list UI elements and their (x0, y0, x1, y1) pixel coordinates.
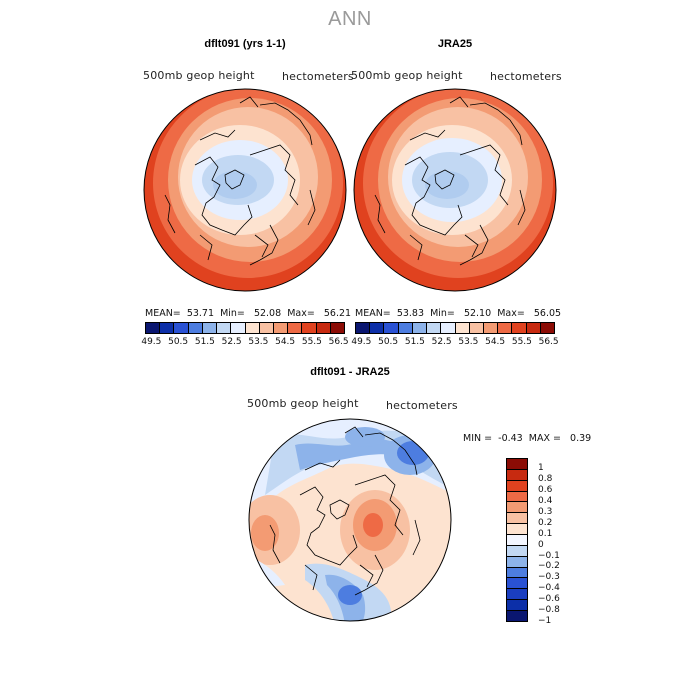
colorbar-swatch (507, 535, 527, 546)
colorbar-tick-label: 55.5 (301, 337, 322, 347)
colorbar-swatch (526, 323, 541, 333)
panel-3-units: hectometers (386, 399, 458, 412)
colorbar-swatch (217, 323, 232, 333)
colorbar-swatch (507, 556, 527, 568)
colorbar-tick-label: 53.5 (248, 337, 269, 347)
panel-2-title: JRA25 (437, 38, 473, 50)
colorbar-swatch (174, 323, 189, 333)
colorbar-swatch (507, 491, 527, 503)
panel-1-units: hectometers (282, 70, 354, 83)
colorbar-swatch (507, 611, 527, 621)
panel-1-variable: 500mb geop height (143, 69, 255, 82)
colorbar-swatch (507, 578, 527, 590)
panel-1-stats: MEAN= 53.71 Min= 52.08 Max= 56.21 (145, 308, 352, 319)
colorbar-swatch (384, 323, 399, 333)
colorbar-swatch (483, 323, 499, 333)
colorbar-tick-label: 49.5 (141, 337, 162, 347)
panel-2-colorbar (355, 322, 555, 334)
colorbar-tick-label: 0.6 (538, 484, 553, 495)
figure-title: ANN (328, 8, 372, 30)
colorbar-tick-label: 54.5 (275, 337, 296, 347)
colorbar-swatch (398, 323, 413, 333)
colorbar-tick-label: 54.5 (485, 337, 506, 347)
colorbar-tick-label: 50.5 (168, 337, 189, 347)
colorbar-tick-label: 1 (538, 463, 544, 473)
colorbar-swatch (498, 323, 513, 333)
colorbar-swatch (202, 323, 218, 333)
colorbar-swatch (370, 323, 385, 333)
colorbar-tick-label: 0.2 (538, 517, 553, 528)
colorbar-swatch (507, 600, 527, 612)
panel-3-variable: 500mb geop height (247, 397, 359, 410)
colorbar-swatch (507, 480, 527, 492)
colorbar-swatch (507, 459, 527, 470)
panel-2-units: hectometers (490, 70, 562, 83)
colorbar-tick-label: −0.2 (538, 561, 560, 572)
colorbar-swatch (330, 323, 345, 333)
colorbar-tick-label: 49.5 (351, 337, 372, 347)
colorbar-tick-label: 56.5 (328, 337, 349, 347)
colorbar-swatch (288, 323, 303, 333)
colorbar-swatch (441, 323, 456, 333)
panel-2-variable: 500mb geop height (351, 69, 463, 82)
colorbar-swatch (507, 567, 527, 579)
colorbar-tick-label: 55.5 (511, 337, 532, 347)
colorbar-swatch (273, 323, 289, 333)
colorbar-swatch (512, 323, 527, 333)
panel-3-stats: MIN = -0.43 MAX = 0.39 (463, 433, 592, 444)
colorbar-swatch (455, 323, 470, 333)
colorbar-swatch (146, 323, 161, 333)
panel-1-colorbar (145, 322, 345, 334)
colorbar-tick-label: −0.4 (538, 583, 560, 594)
colorbar-swatch (427, 323, 442, 333)
colorbar-tick-label: 0.1 (538, 528, 553, 539)
colorbar-swatch (507, 524, 527, 536)
colorbar-tick-label: 0.8 (538, 473, 553, 484)
colorbar-swatch (412, 323, 428, 333)
colorbar-tick-label: 53.5 (458, 337, 479, 347)
colorbar-swatch (356, 323, 371, 333)
panel-1-colorbar-labels: 49.5 50.5 51.5 52.5 53.5 54.5 55.5 56.5 (138, 337, 352, 347)
colorbar-tick-label: −0.1 (538, 550, 560, 561)
panel-2-polar-map (353, 88, 557, 292)
colorbar-swatch (245, 323, 260, 333)
colorbar-tick-label: −0.6 (538, 594, 560, 605)
colorbar-tick-label: −0.8 (538, 605, 560, 616)
colorbar-tick-label: 50.5 (378, 337, 399, 347)
colorbar-tick-label: 56.5 (538, 337, 559, 347)
colorbar-tick-label: 52.5 (221, 337, 242, 347)
colorbar-tick-label: −1 (538, 616, 552, 627)
colorbar-swatch (469, 323, 484, 333)
colorbar-tick-label: −0.3 (538, 572, 560, 583)
colorbar-swatch (507, 545, 527, 557)
panel-2-stats: MEAN= 53.83 Min= 52.10 Max= 56.05 (355, 308, 562, 319)
panel-1-title: dflt091 (yrs 1-1) (204, 38, 286, 50)
panel-2-colorbar-labels: 49.5 50.5 51.5 52.5 53.5 54.5 55.5 56.5 (348, 337, 562, 347)
colorbar-swatch (507, 513, 527, 525)
colorbar-swatch (507, 589, 527, 601)
colorbar-swatch (507, 502, 527, 514)
colorbar-tick-label: 51.5 (194, 337, 215, 347)
colorbar-swatch (302, 323, 317, 333)
colorbar-swatch (259, 323, 274, 333)
colorbar-swatch (507, 469, 527, 481)
colorbar-tick-label: 52.5 (431, 337, 452, 347)
panel-3-colorbar (506, 458, 528, 622)
colorbar-swatch (316, 323, 331, 333)
panel-3-colorbar-labels: 1 0.8 0.6 0.4 0.3 0.2 0.1 0 −0.1 −0.2 −0.3 −0.4 −0.6… (538, 463, 578, 627)
colorbar-tick-label: 51.5 (404, 337, 425, 347)
colorbar-swatch (540, 323, 555, 333)
colorbar-tick-label: 0.4 (538, 495, 553, 506)
colorbar-swatch (188, 323, 203, 333)
colorbar-swatch (160, 323, 175, 333)
panel-3-polar-map (248, 418, 452, 622)
colorbar-swatch (231, 323, 246, 333)
panel-1-polar-map (143, 88, 347, 292)
panel-3-title: dflt091 - JRA25 (310, 366, 390, 378)
colorbar-tick-label: 0.3 (538, 506, 553, 517)
colorbar-tick-label: 0 (538, 539, 544, 550)
